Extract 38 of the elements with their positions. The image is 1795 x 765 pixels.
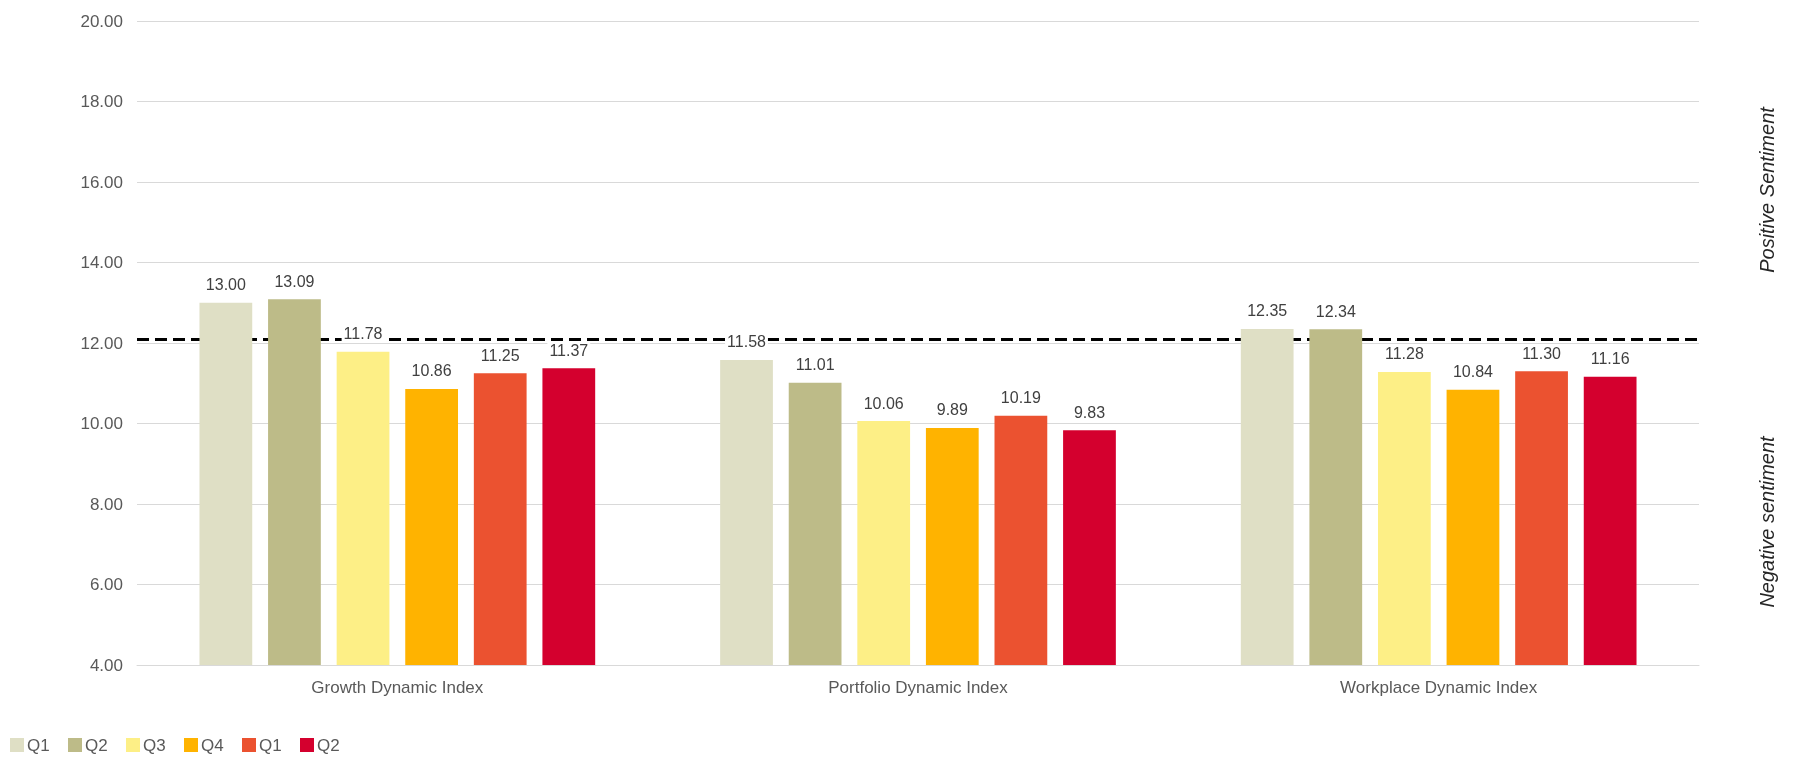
y-tick-label: 10.00 bbox=[80, 414, 123, 433]
data-label: 12.34 bbox=[1315, 302, 1356, 320]
data-label: 11.28 bbox=[1384, 345, 1424, 363]
y-tick-label: 12.00 bbox=[80, 333, 123, 353]
y-tick-label: 18.00 bbox=[80, 92, 123, 111]
legend-label: Q1 bbox=[27, 735, 50, 755]
data-label: 9.83 bbox=[1073, 403, 1106, 421]
data-label: 11.01 bbox=[795, 356, 835, 374]
data-label: 10.86 bbox=[411, 362, 452, 380]
legend-label: Q2 bbox=[85, 735, 108, 755]
y-tick-label: 14.00 bbox=[80, 253, 123, 272]
data-label: 9.89 bbox=[936, 401, 968, 419]
legend-label: Q3 bbox=[143, 735, 166, 755]
data-label: 11.78 bbox=[343, 325, 383, 343]
y-tick-label: 20.00 bbox=[80, 11, 123, 31]
legend-label: Q2 bbox=[317, 735, 340, 755]
y-tick-label: 8.00 bbox=[89, 494, 123, 514]
x-tick-label: Growth Dynamic Index bbox=[311, 678, 484, 697]
x-tick-label: Workplace Dynamic Index bbox=[1340, 678, 1538, 697]
y-tick-label: 6.00 bbox=[89, 575, 123, 594]
text: Negative sentiment bbox=[1756, 434, 1778, 608]
data-label: 10.06 bbox=[863, 394, 904, 412]
x-tick-label: Portfolio Dynamic Index bbox=[828, 678, 1009, 697]
data-label: 11.30 bbox=[1522, 344, 1562, 362]
y-tick-label: 4.00 bbox=[89, 655, 123, 675]
data-label: 11.37 bbox=[549, 341, 589, 359]
data-label: 10.19 bbox=[1000, 389, 1041, 407]
data-label: 10.84 bbox=[1452, 363, 1494, 381]
data-label: 13.00 bbox=[205, 276, 246, 294]
data-label: 11.58 bbox=[727, 333, 767, 351]
legend-label: Q1 bbox=[259, 735, 282, 755]
data-label: 11.25 bbox=[480, 346, 520, 364]
text: Positive Sentiment bbox=[1756, 105, 1778, 273]
y-tick-label: 16.00 bbox=[80, 172, 123, 192]
data-label: 13.09 bbox=[274, 272, 315, 290]
legend-label: Q4 bbox=[201, 735, 224, 755]
data-label: 11.16 bbox=[1590, 350, 1630, 368]
data-label: 12.35 bbox=[1247, 302, 1288, 320]
